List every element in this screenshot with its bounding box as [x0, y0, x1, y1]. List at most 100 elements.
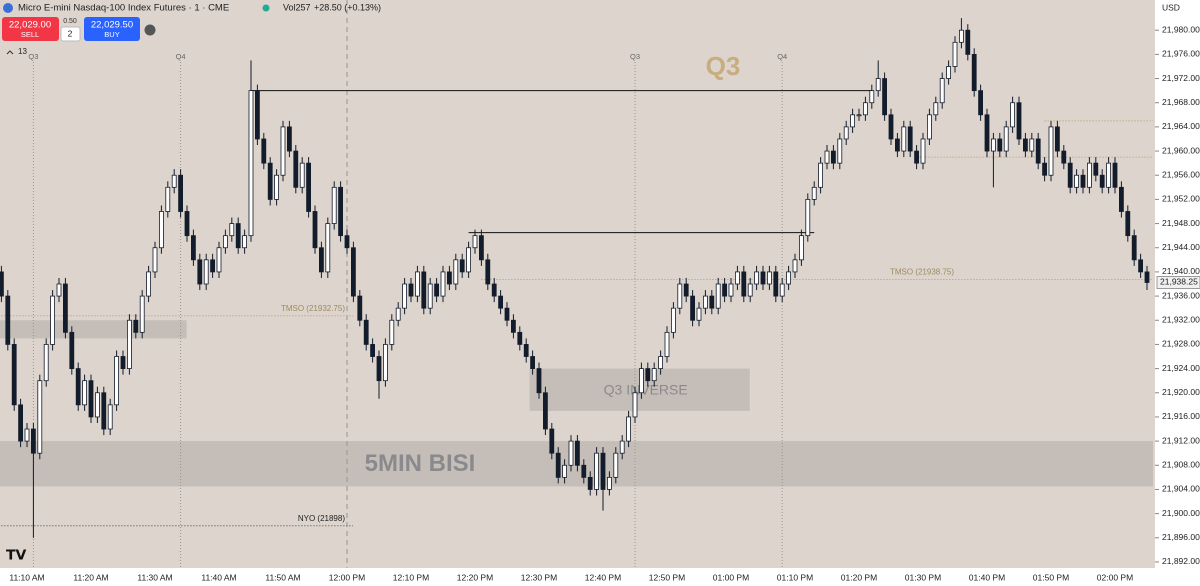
candle-body [1061, 150, 1067, 164]
candle-body [107, 404, 113, 430]
level-label: TMSO (21932.75) [281, 304, 345, 313]
candle-body [965, 29, 971, 55]
candle-body [856, 114, 862, 117]
candle-body [978, 90, 983, 116]
candle-body [895, 138, 900, 152]
candles [0, 18, 1150, 538]
candle-body [389, 319, 395, 345]
candle-body [318, 247, 324, 273]
candle-body [543, 392, 548, 430]
candle-body [811, 186, 817, 200]
candle-body [767, 271, 772, 285]
candle-body [1138, 259, 1143, 273]
symbol: Micro E-mini Nasdaq-100 Index Futures · … [18, 3, 229, 14]
axes: 21,980.00 21,976.00 21,972.00 21,968.00 21,9… [9, 24, 1200, 582]
candle-body [203, 259, 209, 285]
candle-body [504, 307, 510, 321]
y-tick-label: 21,904.00 [1162, 484, 1200, 494]
candle-body [658, 356, 663, 369]
y-tick-label: 21,980.00 [1162, 24, 1200, 34]
candle-body [229, 223, 235, 237]
candle-body [613, 452, 619, 478]
sell-button[interactable] [2, 17, 59, 41]
x-tick-label: 11:10 AM [9, 572, 44, 582]
candle-body [370, 344, 376, 357]
candle-body [735, 271, 740, 285]
candle-body [5, 295, 11, 345]
candle-body [920, 138, 926, 164]
candle-body [1029, 138, 1035, 152]
candle-body [478, 235, 484, 261]
y-tick-label: 21,960.00 [1162, 145, 1200, 155]
candle-body [741, 271, 747, 297]
candle-body [325, 223, 331, 273]
y-tick-label: 21,948.00 [1162, 218, 1200, 228]
candle-body [971, 53, 977, 92]
buy-price: 22,029.50 [91, 20, 133, 31]
y-tick-label: 21,956.00 [1162, 169, 1200, 179]
candle-body [261, 138, 267, 164]
y-tick-label: 21,940.00 [1162, 266, 1200, 276]
candle-body [1119, 186, 1124, 212]
candle-body [639, 368, 644, 394]
candle-body [747, 283, 753, 297]
candle-body [178, 174, 184, 212]
candle-body [850, 114, 855, 128]
candle-body [158, 211, 164, 249]
candle-body [984, 114, 990, 152]
candle-body [152, 247, 158, 273]
candle-body [190, 235, 196, 261]
candle-body [671, 307, 676, 333]
candle-body [88, 380, 94, 418]
candle-body [927, 114, 932, 140]
zone-label: Q3 INVERSE [604, 381, 688, 397]
candle-body [56, 283, 62, 297]
last-price-box [1156, 275, 1200, 289]
candle-body [1106, 162, 1111, 188]
candle-body [498, 295, 504, 309]
candle-body [907, 126, 913, 152]
candle-body [690, 295, 695, 321]
candle-body [30, 428, 36, 454]
candle-body [952, 41, 958, 67]
candle-body [344, 235, 350, 249]
y-tick-label: 21,928.00 [1162, 339, 1200, 349]
quantity: 2 [68, 28, 73, 38]
candle-body [274, 174, 280, 200]
candle-body [837, 138, 843, 164]
quantity-box[interactable] [60, 26, 81, 42]
candle-body [1023, 138, 1028, 152]
candle-body [562, 464, 567, 478]
y-tick-label: 21,976.00 [1162, 49, 1200, 59]
candle-body [414, 271, 420, 297]
x-tick-label: 01:50 PM [1033, 572, 1069, 582]
candle-body [376, 356, 382, 382]
big-label: Q3 [706, 51, 741, 81]
candle-body [434, 283, 440, 297]
y-tick-label: 21,932.00 [1162, 315, 1200, 325]
level-label: TMSO (21938.75) [890, 268, 954, 277]
candle-body [760, 271, 766, 285]
candle-body [312, 211, 318, 249]
candle-body [0, 271, 4, 297]
candle-body [754, 271, 759, 285]
candle-body [24, 428, 30, 442]
candle-body [37, 380, 43, 454]
candle-body [491, 283, 497, 297]
buy-button[interactable] [84, 17, 140, 41]
collapse-icon[interactable] [6, 50, 14, 55]
candle-body [888, 114, 894, 140]
x-tick-label: 01:20 PM [841, 572, 877, 582]
spread: 0.50 [63, 18, 77, 25]
candle-body [1003, 126, 1009, 152]
y-tick-label: 21,920.00 [1162, 387, 1200, 397]
plot-background [0, 0, 1155, 568]
candle-body [831, 150, 836, 164]
candle-body [146, 271, 152, 297]
candle-body [1131, 235, 1137, 261]
candle-body [171, 174, 177, 188]
candle-body [139, 295, 145, 333]
x-tick-label: 02:00 PM [1097, 572, 1133, 582]
info-icon[interactable] [144, 24, 156, 36]
candle-body [703, 295, 708, 309]
